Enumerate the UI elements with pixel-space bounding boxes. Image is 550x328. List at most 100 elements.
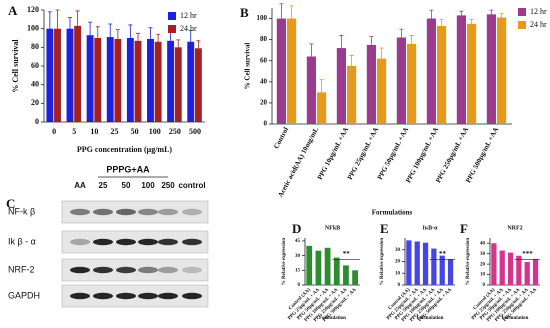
blot-band	[138, 266, 158, 274]
error-bar	[115, 29, 120, 39]
blot-band	[70, 238, 90, 246]
error-bar	[409, 35, 414, 44]
error-bar	[88, 21, 93, 36]
error-bar	[188, 30, 193, 42]
x-tick-label: 0	[52, 127, 56, 136]
blot-band	[182, 208, 202, 216]
y-tick-label: 0	[298, 283, 301, 288]
lane-label: 250	[161, 181, 175, 190]
legend-label: 24 hr	[530, 20, 547, 29]
error-bar	[279, 3, 284, 19]
legend-label: 24 hr	[180, 24, 197, 33]
chart-title: NFkB	[325, 225, 340, 231]
y-tick-label: 0	[398, 283, 401, 288]
y-axis-label: % Cell survival	[244, 43, 252, 90]
bar	[147, 38, 154, 122]
bar	[491, 243, 497, 285]
bar	[437, 25, 447, 124]
x-tick-label: PPG 25µg/mL +AA	[346, 126, 380, 181]
x-tick-label: 250	[169, 127, 181, 136]
legend-swatch	[518, 8, 526, 16]
bar	[333, 257, 340, 285]
chart-title: NRF2	[507, 225, 522, 231]
x-tick-label: PPG 500µg/mL +AA	[464, 126, 500, 184]
bar	[396, 37, 406, 125]
legend-swatch	[168, 12, 176, 20]
legend-label: 12 hr	[180, 11, 197, 20]
y-tick-label: 15	[295, 268, 301, 273]
y-axis-label: % Relative expression	[380, 238, 385, 286]
error-bar	[499, 12, 504, 18]
blot-band	[70, 208, 90, 216]
bar	[46, 28, 54, 123]
bar	[343, 265, 349, 285]
error-bar	[108, 23, 113, 38]
lane-label: 25	[99, 181, 108, 190]
bar	[134, 40, 142, 122]
bar	[422, 242, 429, 285]
bar	[431, 248, 437, 285]
bar	[516, 255, 522, 285]
y-axis-label: % Cell survival	[11, 39, 20, 93]
bar	[174, 47, 182, 123]
blot-band	[116, 208, 136, 216]
panel-letter: F	[460, 221, 468, 236]
y-tick-label: 10	[395, 271, 401, 276]
bar	[154, 41, 162, 122]
bar	[426, 18, 436, 124]
error-bar	[55, 9, 60, 29]
error-bar	[156, 33, 161, 42]
bar	[54, 28, 61, 123]
row-label: GAPDH	[8, 290, 40, 300]
blot-band	[182, 238, 202, 246]
blot-band	[93, 238, 113, 246]
bar	[306, 245, 313, 285]
x-tick-label: 10	[90, 127, 98, 136]
y-axis-label: % Relative expression	[282, 238, 287, 286]
legend-swatch	[168, 25, 176, 33]
blot-band	[182, 266, 202, 274]
annotation: ***	[522, 250, 533, 258]
lane-label: control	[178, 181, 205, 190]
lane-label: 100	[141, 181, 155, 190]
y-tick-label: 0	[264, 120, 268, 128]
panel-letter: C	[6, 196, 15, 211]
bar	[287, 18, 297, 124]
error-bar	[47, 11, 52, 29]
blot-band	[70, 292, 90, 300]
y-tick-label: 120	[27, 5, 39, 14]
y-tick-label: 20	[31, 98, 39, 107]
bar	[74, 25, 82, 122]
error-bar	[136, 32, 141, 41]
error-bar	[439, 19, 444, 26]
x-tick-label: 500	[189, 127, 201, 136]
lane-label: AA	[74, 181, 86, 190]
bar	[456, 15, 466, 124]
y-tick-label: 0	[35, 117, 39, 126]
bar	[306, 56, 316, 124]
error-bar	[429, 9, 434, 19]
bar	[507, 252, 514, 285]
bar	[324, 247, 331, 285]
x-tick-label: PPG 50µg/mL +AA	[376, 126, 410, 181]
y-tick-label: 0	[483, 283, 486, 288]
error-bar	[459, 10, 464, 16]
blot-band	[93, 266, 113, 274]
y-tick-label: 10	[480, 273, 486, 278]
bar	[187, 41, 195, 122]
annotation: **	[343, 250, 351, 258]
blot-header: PPPG+AA	[106, 164, 150, 174]
bar	[86, 35, 94, 123]
legend-label: 12 hr	[530, 7, 547, 16]
x-tick-label: 5	[72, 127, 76, 136]
bar	[276, 18, 286, 124]
error-bar	[339, 35, 344, 49]
blot-band	[158, 238, 178, 246]
bar	[66, 28, 74, 123]
y-tick-label: 60	[31, 61, 39, 70]
lane-label: 50	[122, 181, 131, 190]
blot-band	[138, 208, 158, 216]
annotation: **	[439, 250, 447, 258]
bar	[352, 270, 358, 285]
error-bar	[489, 9, 494, 15]
